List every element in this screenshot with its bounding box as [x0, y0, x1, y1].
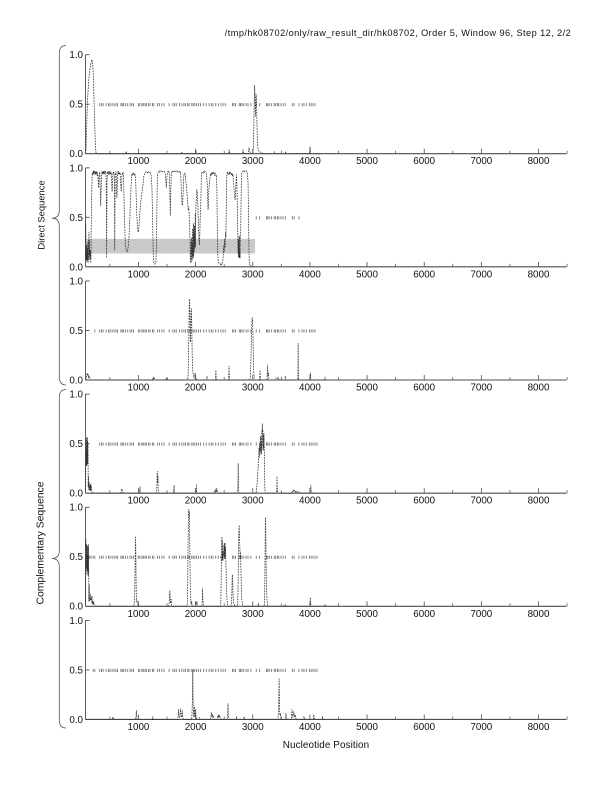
group-label-direct-sequence: Direct Sequence [35, 180, 47, 250]
x-tick-label: 5000 [356, 609, 378, 620]
x-tick-label: 3000 [242, 383, 264, 394]
x-tick-label: 7000 [470, 156, 492, 167]
x-tick-label: 1000 [128, 269, 150, 280]
marker-row [99, 103, 316, 107]
x-tick-label: 2000 [185, 383, 207, 394]
marker-row [92, 668, 318, 672]
y-tick-label: 0.5 [69, 552, 83, 563]
x-tick-label: 3000 [242, 269, 264, 280]
probability-curve [85, 508, 328, 607]
subplot-complementary-frame-1: 1.0 0.5 0.0 1000 2000 3000 4000 5000 6000 7000 800… [69, 390, 568, 507]
group-brace-complementary [51, 389, 67, 729]
marker-row [255, 216, 300, 220]
x-tick-label: 2000 [185, 269, 207, 280]
x-tick-label: 6000 [413, 496, 435, 507]
marker-row [99, 442, 318, 446]
y-tick-label: 0.0 [69, 375, 83, 386]
y-tick-label: 0.0 [69, 149, 83, 160]
y-tick-label: 1.0 [69, 390, 83, 401]
subplot-complementary-frame-2: 1.0 0.5 0.0 1000 2000 3000 4000 5000 6000 7000 800… [69, 503, 568, 620]
probability-curve [85, 423, 316, 494]
subplot-direct-frame-2: 1.0 0.5 0.0 1000 2000 3000 4000 5000 6000 7000 800… [69, 163, 568, 280]
marker-row [88, 555, 318, 559]
y-tick-label: 1.0 [69, 163, 83, 174]
x-tick-label: 2000 [185, 156, 207, 167]
x-tick-label: 1000 [128, 496, 150, 507]
x-tick-label: 4000 [299, 722, 321, 733]
x-tick-label: 3000 [242, 609, 264, 620]
x-tick-label: 1000 [128, 156, 150, 167]
x-tick-label: 8000 [528, 269, 550, 280]
subplot-complementary-frame-3: 1.0 0.5 0.0 1000 2000 3000 4000 5000 6000 7000 800… [69, 616, 568, 733]
x-tick-label: 7000 [470, 722, 492, 733]
x-tick-label: 4000 [299, 496, 321, 507]
y-tick-label: 0.5 [69, 213, 83, 224]
x-tick-label: 2000 [185, 722, 207, 733]
x-tick-label: 4000 [299, 609, 321, 620]
x-tick-label: 3000 [242, 156, 264, 167]
x-tick-label: 4000 [299, 269, 321, 280]
x-tick-label: 6000 [413, 156, 435, 167]
x-tick-label: 7000 [470, 609, 492, 620]
x-tick-label: 8000 [528, 496, 550, 507]
subplot-direct-frame-1: 1.0 0.5 0.0 1000 2000 3000 4000 5000 6000 7000 800… [69, 50, 568, 167]
probability-curve [85, 298, 328, 381]
x-tick-label: 6000 [413, 722, 435, 733]
x-tick-label: 5000 [356, 156, 378, 167]
y-tick-label: 0.0 [69, 489, 83, 500]
y-tick-label: 0.5 [69, 100, 83, 111]
x-tick-label: 8000 [528, 156, 550, 167]
x-tick-label: 1000 [128, 609, 150, 620]
marker-row [94, 329, 316, 333]
figure-title: /tmp/hk08702/only/raw_result_dir/hk08702… [224, 27, 572, 38]
y-tick-label: 0.5 [69, 439, 83, 450]
x-tick-label: 6000 [413, 269, 435, 280]
probability-curve [85, 59, 322, 155]
y-tick-label: 0.0 [69, 262, 83, 273]
y-tick-label: 1.0 [69, 50, 83, 61]
x-tick-label: 8000 [528, 383, 550, 394]
x-tick-label: 3000 [242, 496, 264, 507]
subplot-direct-frame-3: 1.0 0.5 0.0 1000 2000 3000 4000 5000 6000 7000 800… [69, 276, 568, 394]
x-tick-label: 2000 [185, 609, 207, 620]
shaded-band [85, 238, 256, 254]
x-tick-label: 3000 [242, 722, 264, 733]
x-tick-label: 7000 [470, 496, 492, 507]
x-tick-label: 6000 [413, 609, 435, 620]
x-tick-label: 5000 [356, 269, 378, 280]
y-tick-label: 0.0 [69, 602, 83, 613]
x-axis-label: Nucleotide Position [282, 739, 370, 751]
x-tick-label: 8000 [528, 722, 550, 733]
x-tick-label: 5000 [356, 496, 378, 507]
x-tick-label: 7000 [470, 383, 492, 394]
group-brace-direct [51, 45, 67, 386]
y-tick-label: 1.0 [69, 616, 83, 627]
y-tick-label: 1.0 [69, 276, 83, 287]
probability-curve [85, 170, 253, 268]
x-tick-label: 2000 [185, 496, 207, 507]
x-tick-label: 1000 [128, 383, 150, 394]
y-tick-label: 0.5 [69, 326, 83, 337]
y-tick-label: 0.5 [69, 665, 83, 676]
y-tick-label: 1.0 [69, 503, 83, 514]
probability-curve [85, 669, 325, 720]
x-tick-label: 5000 [356, 722, 378, 733]
x-tick-label: 6000 [413, 383, 435, 394]
x-tick-label: 4000 [299, 383, 321, 394]
group-label-complementary-sequence: Complementary Sequence [35, 481, 47, 605]
y-tick-label: 0.0 [69, 715, 83, 726]
x-tick-label: 4000 [299, 156, 321, 167]
x-tick-label: 7000 [470, 269, 492, 280]
x-tick-label: 5000 [356, 383, 378, 394]
x-tick-label: 8000 [528, 609, 550, 620]
x-tick-label: 1000 [128, 722, 150, 733]
